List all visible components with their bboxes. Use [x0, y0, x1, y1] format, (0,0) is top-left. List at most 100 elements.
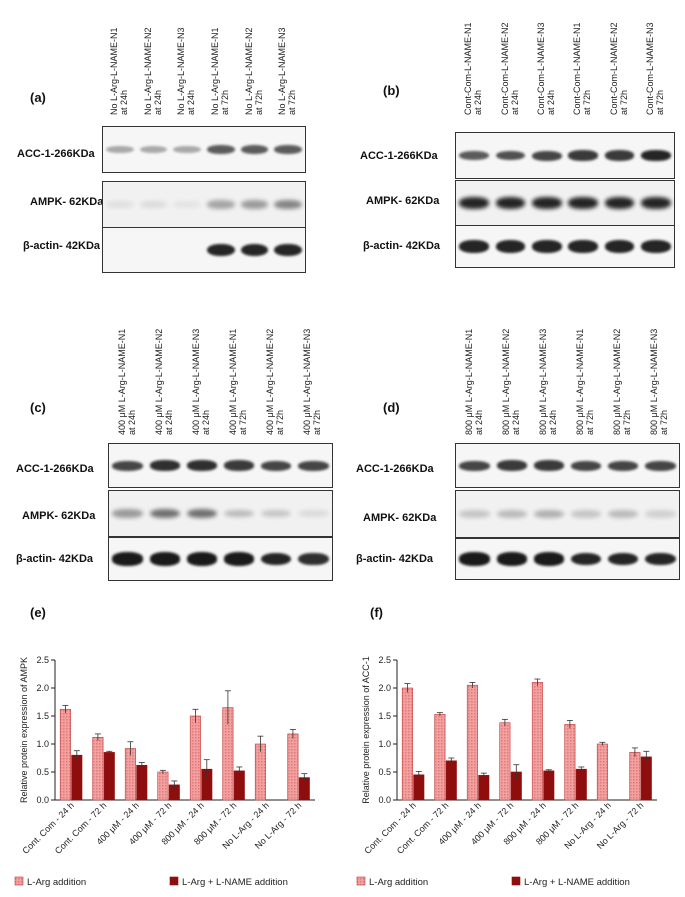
blot-band: [207, 200, 235, 209]
bar-l-arg: [401, 687, 413, 801]
y-tick-label: 1.0: [36, 739, 49, 749]
blot-band: [496, 460, 527, 471]
lane-label: No L-Arg-L-NAME-N3 at 24h: [176, 27, 197, 115]
y-axis-label: Relative protein expression of AMPK: [19, 657, 29, 803]
blot-band: [645, 510, 676, 518]
panel-b-row-label: AMPK- 62KDa: [366, 195, 440, 207]
blot-band: [149, 508, 180, 519]
lane-label: 400 μM L-Arg-L-NAME-N3 at 72h: [302, 328, 323, 435]
bar-l-arg: [287, 733, 299, 801]
bar-l-arg: [254, 743, 266, 801]
legend-swatch: [169, 876, 179, 886]
blot-band: [495, 150, 526, 161]
bar-l-arg: [499, 722, 511, 801]
blot-band: [604, 150, 635, 161]
blot-strip: [108, 443, 333, 488]
blot-band: [459, 510, 490, 518]
blot-band: [496, 510, 527, 518]
blot-band: [173, 145, 201, 154]
y-tick-label: 2.5: [378, 655, 391, 665]
blot-band: [173, 201, 201, 208]
lane-label: 800 μM L-Arg-L-NAME-N3 at 72h: [649, 328, 670, 435]
blot-band: [459, 460, 490, 471]
lane-label: 400 μM L-Arg-L-NAME-N1 at 24h: [116, 328, 137, 435]
lane-label: Cont-Com-L-NAME-N1 at 72h: [572, 22, 593, 115]
bar-l-arg: [157, 771, 169, 801]
panel-b-row-label: β-actin- 42KDa: [363, 240, 441, 252]
bar-l-arg-l-name: [413, 774, 425, 801]
blot-band: [533, 509, 565, 519]
blot-strip: [455, 180, 675, 226]
blot-band: [223, 460, 255, 471]
bar-l-arg: [92, 736, 104, 801]
legend-label: L-Arg addition: [27, 877, 86, 888]
blot-band: [604, 240, 635, 253]
blot-band: [149, 460, 180, 471]
blot-band: [531, 197, 562, 209]
bar-l-arg-l-name: [445, 760, 457, 801]
blot-band: [645, 552, 676, 566]
bar-l-arg: [564, 724, 576, 801]
blot-band: [531, 150, 562, 161]
blot-band: [640, 197, 671, 209]
bar-l-arg: [59, 708, 71, 801]
bar-l-arg: [531, 682, 543, 801]
bar-l-arg-l-name: [233, 770, 245, 801]
blot-band: [223, 552, 255, 566]
bar-l-arg-l-name: [543, 770, 555, 801]
blot-strip: [102, 126, 306, 173]
blot-band: [207, 243, 235, 257]
legend-label: L-Arg + L-NAME addition: [182, 877, 288, 888]
y-tick-label: 0.0: [378, 795, 391, 805]
blot-strip: [455, 443, 680, 488]
lane-label: Cont-Com-L-NAME-N2 at 72h: [608, 22, 629, 115]
blot-band: [608, 510, 639, 518]
panel-b-row-label: ACC-1-266KDa: [360, 150, 438, 162]
y-tick-label: 2.5: [36, 655, 49, 665]
lane-label: No L-Arg-L-NAME-N1 at 24h: [108, 27, 129, 115]
lane-label: 400 μM L-Arg-L-NAME-N1 at 72h: [228, 328, 249, 435]
blot-band: [274, 199, 302, 210]
blot-band: [261, 509, 292, 518]
bar-l-arg-l-name: [103, 752, 115, 801]
legend-swatch: [14, 876, 24, 886]
blot-band: [570, 552, 602, 566]
bar-l-arg: [466, 684, 478, 801]
lane-label: 800 μM L-Arg-L-NAME-N3 at 24h: [537, 328, 558, 435]
blot-band: [207, 144, 235, 155]
lane-label: 800 μM L-Arg-L-NAME-N2 at 72h: [612, 328, 633, 435]
bar-l-arg: [434, 714, 446, 801]
bar-l-arg: [629, 752, 641, 801]
panel-d-letter: (d): [383, 400, 400, 415]
blot-band: [568, 197, 599, 209]
bar-l-arg-l-name: [575, 768, 587, 801]
blot-strip: [455, 132, 675, 179]
blot-band: [608, 460, 639, 471]
lane-label: No L-Arg-L-NAME-N2 at 72h: [243, 27, 264, 115]
legend-swatch: [356, 876, 366, 886]
panel-a-letter: (a): [30, 90, 46, 105]
blot-band: [149, 552, 180, 566]
blot-band: [106, 200, 134, 208]
lane-label: Cont-Com-L-NAME-N1 at 24h: [463, 22, 484, 115]
blot-band: [495, 240, 526, 253]
bar-l-arg-l-name: [478, 775, 490, 801]
blot-band: [533, 552, 565, 566]
blot-band: [112, 552, 143, 566]
y-tick-label: 0.0: [36, 795, 49, 805]
blot-band: [186, 460, 218, 471]
lane-label: Cont-Com-L-NAME-N3 at 72h: [644, 22, 665, 115]
bar-l-arg: [124, 748, 136, 801]
blot-strip: [455, 225, 675, 268]
blot-strip: [108, 537, 333, 581]
panel-a-row-label: ACC-1-266KDa: [17, 148, 95, 160]
y-tick-label: 2.0: [36, 683, 49, 693]
blot-band: [261, 460, 292, 471]
blot-band: [570, 510, 602, 518]
blot-band: [223, 509, 255, 518]
y-tick-label: 0.5: [378, 767, 391, 777]
chart-f: 0.0 0.5 1.0 1.5 2.0 2.5 Relative protein expre…: [356, 655, 657, 888]
blot-band: [186, 508, 218, 519]
blot-band: [608, 552, 639, 566]
y-tick-label: 1.5: [36, 711, 49, 721]
